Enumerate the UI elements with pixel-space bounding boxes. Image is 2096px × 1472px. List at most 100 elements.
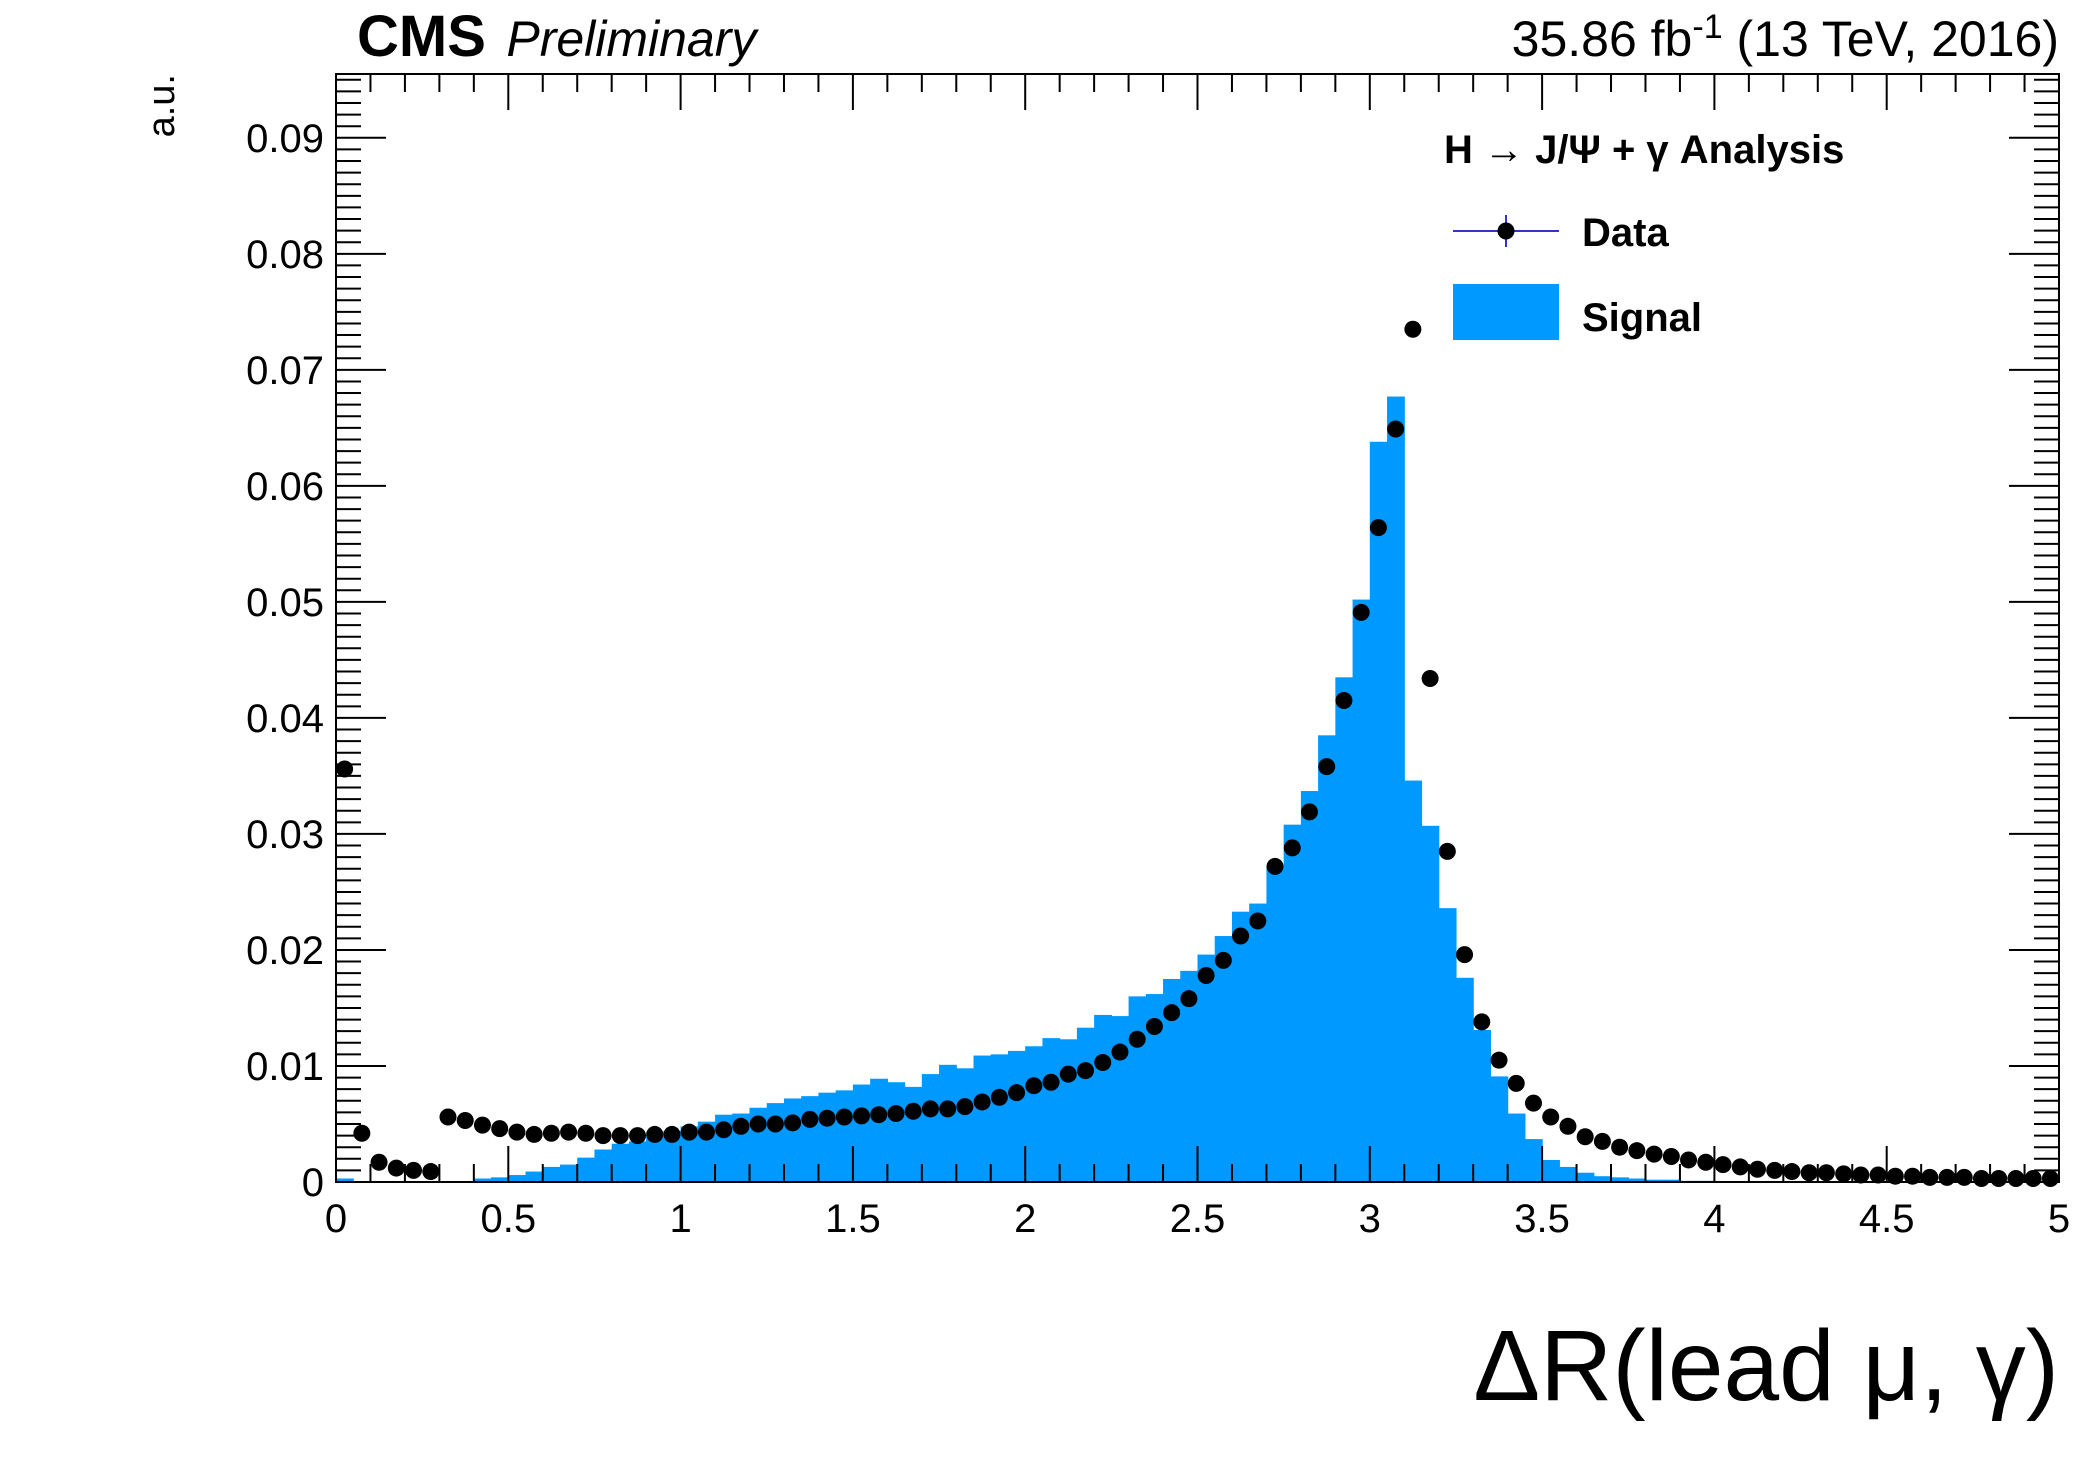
data-point [887,1105,905,1123]
data-point [1904,1167,1922,1185]
data-point [818,1109,836,1127]
data-point [473,1116,491,1134]
data-point [939,1100,957,1118]
signal-bar [1369,441,1388,1182]
signal-bar [1559,1166,1578,1182]
data-point [370,1153,388,1171]
x-tick-label: 2.5 [1170,1197,1226,1241]
data-point [611,1127,629,1145]
data-point [1473,1013,1491,1031]
data-point [1835,1165,1853,1183]
x-tick-label: 4.5 [1859,1197,1915,1241]
y-tick-label: 0.05 [246,581,324,625]
data-point [1542,1108,1560,1126]
data-point [456,1112,474,1130]
legend-signal-swatch [1453,284,1559,340]
legend-entry-signal: Signal [1582,296,1702,340]
data-point [1748,1160,1766,1178]
data-point [956,1098,974,1116]
signal-bar [1524,1139,1543,1182]
data-point [1094,1053,1112,1071]
data-point [1008,1084,1026,1102]
y-tick-label: 0 [302,1161,324,1205]
signal-bar [559,1164,578,1182]
data-point [921,1100,939,1118]
data-point [732,1117,750,1135]
data-point [1111,1043,1129,1061]
y-tick-label: 0.06 [246,465,324,509]
data-point [1249,912,1267,930]
data-point [336,760,354,778]
signal-bar [1007,1050,1026,1182]
x-tick-label: 3 [1359,1197,1381,1241]
data-point [491,1120,509,1138]
data-point [387,1159,405,1177]
signal-bar [1128,996,1147,1182]
signal-bar [1473,1030,1492,1182]
signal-bar [628,1141,647,1182]
signal-bar [870,1078,888,1182]
y-tick-label: 0.01 [246,1045,324,1089]
data-point [1197,966,1215,984]
signal-bar [818,1092,837,1182]
y-axis-tick-labels: 0 0.01 0.02 0.03 0.04 0.05 0.06 0.07 0.08 0.09 [246,117,324,1205]
data-point [560,1123,578,1141]
signal-bar [766,1103,785,1182]
signal-bar [1628,1178,1647,1182]
data-point [1300,803,1318,821]
data-point [1921,1168,1939,1186]
data-point [1766,1161,1784,1179]
legend: H → J/Ψ + γ Analysis Data Signal [1444,128,1844,340]
data-point [1318,758,1336,776]
data-point [1593,1132,1611,1150]
signal-bar [1180,970,1199,1182]
data-point [542,1124,560,1142]
y-tick-label: 0.07 [246,349,324,393]
data-point [1077,1062,1095,1080]
signal-bar [1576,1172,1595,1182]
signal-bar [1421,825,1440,1182]
y-axis-title: a.u. [141,74,183,137]
signal-bar [921,1074,940,1182]
legend-title: H → J/Ψ + γ Analysis [1444,128,1844,172]
signal-bar [1249,903,1268,1182]
signal-bar [1352,599,1371,1182]
signal-bar [577,1157,596,1182]
data-point [1025,1077,1043,1095]
data-point [646,1125,664,1143]
data-point [1852,1166,1870,1184]
data-point [1266,857,1284,875]
signal-bar [473,1178,492,1182]
signal-bar [1283,824,1302,1182]
signal-bar [1076,1027,1095,1182]
data-point [2024,1170,2042,1188]
data-point [835,1108,853,1126]
signal-bar [973,1055,992,1182]
data-point [353,1124,371,1142]
x-tick-label: 4 [1703,1197,1725,1241]
data-point [1783,1163,1801,1181]
data-point [1232,927,1250,945]
luminosity-label: 35.86 fb-1 (13 TeV, 2016) [1512,8,2059,67]
data-point [1628,1142,1646,1160]
x-tick-label: 1 [669,1197,691,1241]
data-point [1800,1164,1818,1182]
legend-entry-data: Data [1582,211,1669,255]
data-point [1972,1170,1990,1188]
data-point [1524,1094,1542,1112]
signal-bar [1197,954,1216,1182]
signal-bar [525,1171,544,1182]
signal-bar [1490,1076,1509,1182]
signal-bar [508,1175,527,1182]
signal-bar [1387,396,1405,1182]
data-point [784,1114,802,1132]
data-point [801,1110,819,1128]
data-point [508,1123,526,1141]
signal-bar [1300,791,1319,1182]
data-point [1869,1166,1887,1184]
signal-bar [611,1143,630,1182]
data-point [2007,1170,2025,1188]
signal-bar [835,1090,854,1182]
data-point [1369,519,1387,537]
data-point [697,1123,715,1141]
